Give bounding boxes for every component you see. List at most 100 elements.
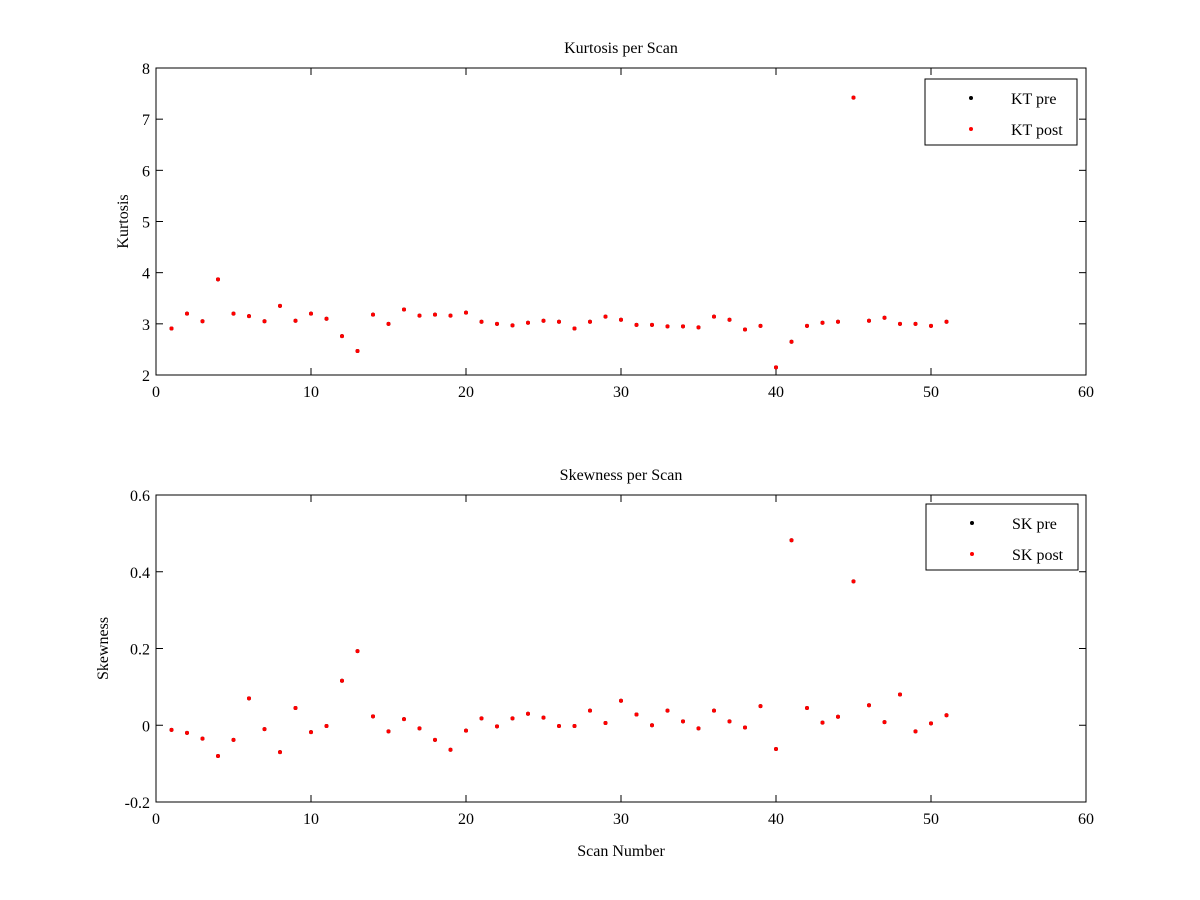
data-point xyxy=(619,317,623,322)
data-point xyxy=(402,307,406,312)
data-point xyxy=(882,720,887,725)
data-point xyxy=(867,703,871,708)
data-point xyxy=(758,323,763,328)
data-point xyxy=(696,726,701,731)
data-point xyxy=(526,320,530,325)
data-point xyxy=(634,712,639,717)
data-point xyxy=(805,705,809,710)
y-tick-label: 7 xyxy=(142,112,150,129)
data-point xyxy=(479,319,484,324)
data-point xyxy=(278,750,282,755)
data-point xyxy=(650,322,654,327)
data-point xyxy=(293,318,298,323)
series-sk-post xyxy=(169,538,949,758)
chart-title: Skewness per Scan xyxy=(560,467,683,484)
y-axis-label: Skewness xyxy=(95,617,112,680)
data-point xyxy=(929,323,933,328)
y-tick-label: 8 xyxy=(142,61,150,78)
x-tick-label: 60 xyxy=(1078,384,1094,401)
data-point xyxy=(913,729,918,734)
y-tick-label: 2 xyxy=(142,368,150,385)
chart-title: Kurtosis per Scan xyxy=(564,40,678,57)
data-point xyxy=(619,698,623,703)
data-point xyxy=(882,315,887,320)
data-point xyxy=(293,705,298,710)
data-point xyxy=(572,326,577,331)
data-point xyxy=(665,324,670,329)
x-tick-label: 50 xyxy=(923,384,939,401)
legend-entry-label: KT pre xyxy=(1011,91,1056,108)
data-point xyxy=(464,728,468,733)
data-point xyxy=(510,323,515,328)
data-point xyxy=(681,324,685,329)
x-tick-label: 10 xyxy=(303,384,319,401)
legend-marker xyxy=(970,552,974,556)
data-point xyxy=(836,714,840,719)
data-point xyxy=(386,321,391,326)
data-point xyxy=(588,708,592,713)
data-point xyxy=(944,319,949,324)
data-point xyxy=(665,708,670,713)
data-point xyxy=(557,319,561,324)
data-point xyxy=(541,715,546,720)
legend-marker xyxy=(969,96,973,100)
data-point xyxy=(495,321,499,326)
data-point xyxy=(836,319,840,324)
data-point xyxy=(324,724,329,729)
data-point xyxy=(185,730,189,735)
x-tick-label: 10 xyxy=(303,811,319,828)
y-tick-label: 0.4 xyxy=(130,565,150,582)
data-point xyxy=(696,325,701,330)
data-point xyxy=(417,726,422,731)
data-point xyxy=(789,339,794,344)
data-point xyxy=(650,723,654,728)
data-point xyxy=(743,725,747,730)
data-point xyxy=(526,711,530,716)
data-point xyxy=(867,318,871,323)
data-point xyxy=(309,311,313,316)
data-point xyxy=(169,326,174,331)
legend-marker xyxy=(969,127,973,131)
data-point xyxy=(898,692,902,697)
data-point xyxy=(805,323,809,328)
y-tick-label: 0 xyxy=(142,718,150,735)
data-point xyxy=(712,314,716,319)
x-tick-label: 0 xyxy=(152,384,160,401)
data-point xyxy=(774,365,778,370)
data-point xyxy=(820,320,825,325)
data-point xyxy=(262,727,267,732)
y-tick-label: 0.6 xyxy=(130,488,150,505)
data-point xyxy=(495,724,499,729)
legend: KT pre KT post xyxy=(924,78,1078,146)
legend-box xyxy=(924,78,1078,146)
data-point xyxy=(433,737,437,742)
y-tick-label: 4 xyxy=(142,266,150,283)
data-point xyxy=(324,316,329,321)
x-tick-label: 30 xyxy=(613,384,629,401)
data-point xyxy=(231,311,236,316)
data-point xyxy=(169,727,174,732)
data-point xyxy=(464,310,468,315)
legend-entry-label: SK post xyxy=(1012,547,1064,564)
x-tick-label: 60 xyxy=(1078,811,1094,828)
data-point xyxy=(433,312,437,317)
data-point xyxy=(588,319,592,324)
y-tick-label: 3 xyxy=(142,317,150,334)
data-point xyxy=(913,321,918,326)
data-point xyxy=(479,716,484,721)
data-point xyxy=(200,736,205,741)
data-point xyxy=(727,719,732,724)
data-point xyxy=(247,696,251,701)
data-point xyxy=(557,724,561,729)
data-point xyxy=(231,737,236,742)
y-tick-label: 6 xyxy=(142,163,150,180)
data-point xyxy=(371,312,375,317)
data-point xyxy=(278,303,282,308)
y-axis-label: Kurtosis xyxy=(115,194,132,248)
data-point xyxy=(216,753,220,758)
data-point xyxy=(758,704,763,709)
x-tick-label: 40 xyxy=(768,384,784,401)
